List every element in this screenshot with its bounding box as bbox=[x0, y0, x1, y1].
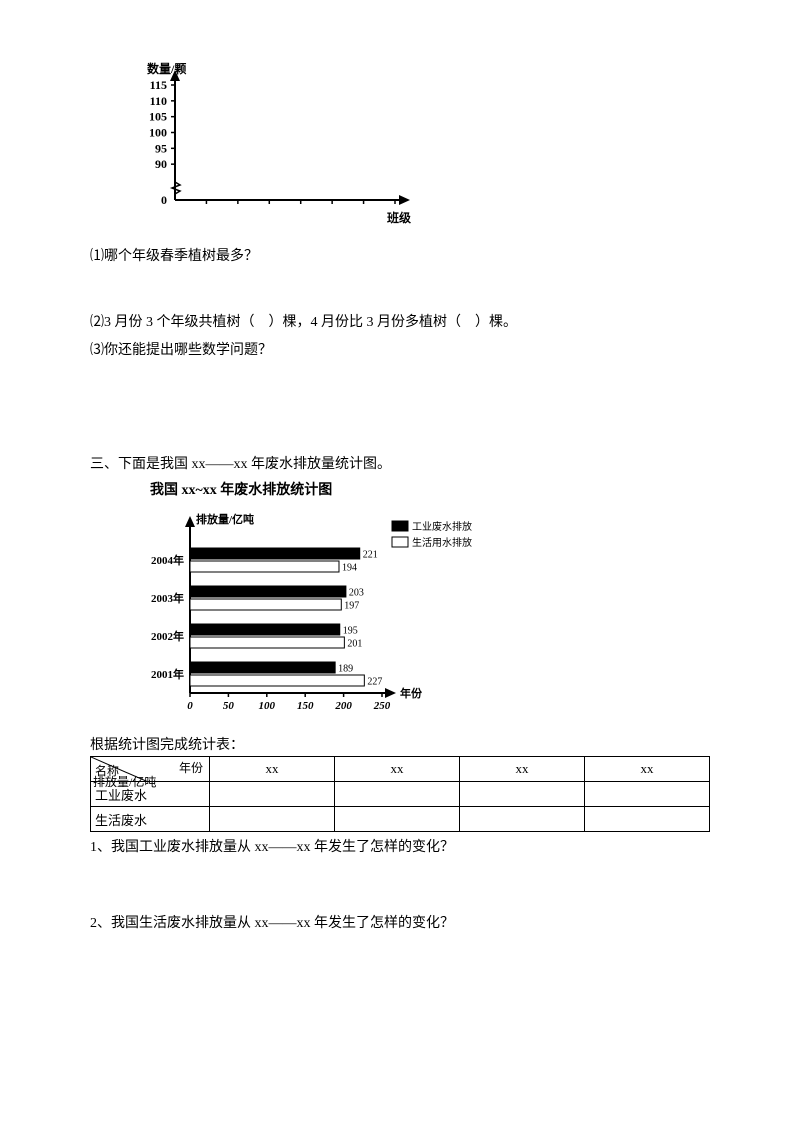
cell bbox=[585, 807, 710, 832]
after-q2: 2、我国生活废水排放量从 xx——xx 年发生了怎样的变化？ bbox=[90, 912, 710, 932]
after-q1: 1、我国工业废水排放量从 xx——xx 年发生了怎样的变化？ bbox=[90, 836, 710, 856]
chart2: 排放量/亿吨年份 0 50 100 150 200 250 工业废水排放生活用水排放 2004年… bbox=[120, 503, 710, 728]
svg-text:0: 0 bbox=[161, 193, 167, 207]
svg-text:2003年: 2003年 bbox=[151, 591, 184, 605]
svg-text:194: 194 bbox=[342, 563, 357, 574]
chart2-svg: 排放量/亿吨年份 0 50 100 150 200 250 工业废水排放生活用水排放 2004年… bbox=[120, 503, 480, 723]
svg-text:110: 110 bbox=[150, 94, 167, 108]
col-head-2: xx bbox=[335, 757, 460, 782]
cell bbox=[210, 782, 335, 807]
svg-text:95: 95 bbox=[155, 141, 167, 155]
svg-text:工业废水排放: 工业废水排放 bbox=[412, 520, 472, 533]
svg-text:生活用水排放: 生活用水排放 bbox=[412, 536, 472, 549]
svg-text:221: 221 bbox=[363, 550, 378, 561]
row2-head: 生活废水 bbox=[91, 807, 210, 832]
table-label: 根据统计图完成统计表： bbox=[90, 734, 710, 754]
col-head-3: xx bbox=[460, 757, 585, 782]
cell bbox=[460, 807, 585, 832]
chart2-title: 我国 xx~xx 年废水排放统计图 bbox=[150, 479, 710, 499]
svg-text:0: 0 bbox=[187, 700, 193, 712]
section3-title: 三、下面是我国 xx——xx 年废水排放量统计图。 bbox=[90, 453, 710, 473]
svg-text:2004年: 2004年 bbox=[151, 553, 184, 567]
svg-text:100: 100 bbox=[149, 126, 167, 140]
svg-text:年份: 年份 bbox=[400, 686, 423, 700]
table-diag-cell: 年份 排放量/亿吨 名称 bbox=[91, 757, 210, 782]
cell bbox=[210, 807, 335, 832]
chart1-svg: 数量/颗班级 115 110 105 10095 90 0 bbox=[120, 60, 420, 230]
svg-text:227: 227 bbox=[367, 677, 382, 688]
svg-text:2002年: 2002年 bbox=[151, 629, 184, 643]
cell bbox=[460, 782, 585, 807]
svg-text:250: 250 bbox=[373, 700, 391, 712]
svg-text:90: 90 bbox=[155, 157, 167, 171]
svg-text:203: 203 bbox=[349, 588, 364, 599]
chart1: 数量/颗班级 115 110 105 10095 90 0 bbox=[120, 60, 710, 235]
col-head-4: xx bbox=[585, 757, 710, 782]
question-2: ⑵3 月份 3 个年级共植树（ ）棵，4 月份比 3 月份多植树（ ）棵。 bbox=[90, 311, 710, 331]
cell bbox=[335, 807, 460, 832]
svg-text:115: 115 bbox=[150, 78, 167, 92]
svg-text:201: 201 bbox=[347, 639, 362, 650]
svg-text:排放量/亿吨: 排放量/亿吨 bbox=[196, 512, 254, 526]
svg-text:195: 195 bbox=[343, 626, 358, 637]
svg-text:数量/颗: 数量/颗 bbox=[147, 61, 186, 76]
svg-text:189: 189 bbox=[338, 664, 353, 675]
cell bbox=[585, 782, 710, 807]
svg-text:150: 150 bbox=[297, 700, 314, 712]
diag-bot: 名称 bbox=[95, 762, 119, 779]
svg-text:105: 105 bbox=[149, 110, 167, 124]
svg-text:50: 50 bbox=[223, 700, 235, 712]
svg-text:2001年: 2001年 bbox=[151, 667, 184, 681]
svg-text:100: 100 bbox=[259, 700, 276, 712]
question-3: ⑶你还能提出哪些数学问题？ bbox=[90, 339, 710, 359]
diag-top: 年份 bbox=[179, 759, 203, 776]
svg-text:班级: 班级 bbox=[387, 210, 411, 225]
stat-table: 年份 排放量/亿吨 名称 xx xx xx xx 工业废水 生活废水 bbox=[90, 756, 710, 832]
svg-text:197: 197 bbox=[344, 601, 359, 612]
col-head-1: xx bbox=[210, 757, 335, 782]
cell bbox=[335, 782, 460, 807]
question-1: ⑴哪个年级春季植树最多？ bbox=[90, 245, 710, 265]
svg-text:200: 200 bbox=[334, 700, 352, 712]
